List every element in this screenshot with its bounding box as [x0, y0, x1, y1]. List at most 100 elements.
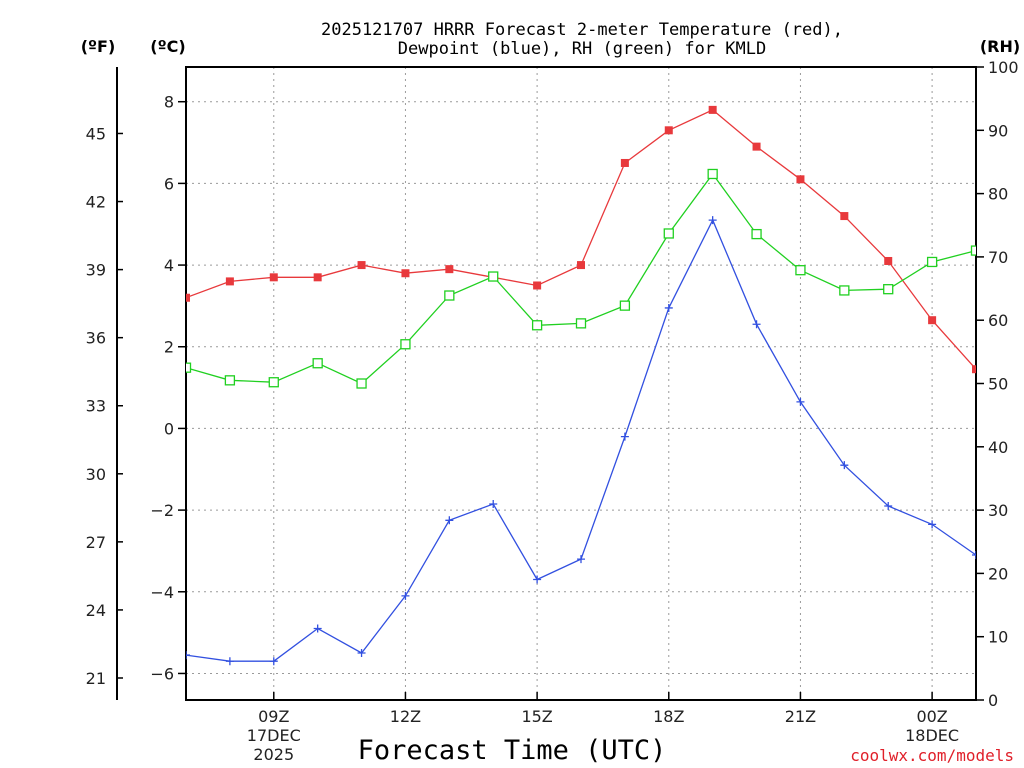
dewpoint-point [269, 657, 278, 666]
rh-tick-label: 40 [988, 438, 1008, 457]
fahrenheit-tick-label: 24 [86, 601, 106, 620]
rh-point [531, 320, 543, 331]
dewpoint-point [928, 520, 937, 529]
temperature-point [840, 212, 849, 221]
rh-tick-label: 80 [988, 185, 1008, 204]
rh-point [575, 318, 587, 329]
plot-frame [185, 66, 977, 701]
fahrenheit-tick-label: 45 [86, 124, 106, 143]
rh-point [839, 285, 850, 296]
celsius-tick-label: −6 [150, 664, 174, 683]
temperature-point [186, 293, 190, 302]
tick-labels: 86420−2−4−645423936333027242110090807060… [86, 58, 1019, 764]
rh-point [268, 377, 279, 388]
rh-line [186, 172, 976, 385]
chart-title-line1: 2025121707 HRRR Forecast 2-meter Tempera… [321, 20, 843, 40]
rh-point [751, 228, 762, 240]
celsius-tick-label: 4 [164, 256, 174, 275]
dewpoint-point [708, 216, 717, 225]
fahrenheit-tick-label: 30 [86, 465, 106, 484]
rh-tick-label: 60 [988, 311, 1008, 330]
rh-tick-label: 50 [988, 375, 1008, 394]
dewpoint-point [840, 461, 849, 470]
dewpoint-point [796, 397, 805, 406]
temperature-point [357, 261, 366, 270]
rh-point [970, 245, 976, 256]
rh-tick-label: 10 [988, 628, 1008, 647]
temperature-point [445, 265, 454, 274]
chart-title-line2: Dewpoint (blue), RH (green) for KMLD [398, 39, 766, 59]
dewpoint-point [313, 624, 322, 633]
x-tick-label: 21Z [785, 707, 816, 726]
dewpoint-point [357, 649, 366, 658]
rh-point [926, 256, 938, 268]
temperature-point [664, 126, 673, 135]
temperature-point [577, 261, 585, 270]
rh-point [619, 300, 631, 311]
data-series [186, 105, 976, 666]
rh-tick-label: 0 [988, 691, 998, 710]
temperature-point [884, 256, 893, 265]
x-tick-label: 15Z [521, 707, 552, 726]
x-tick-label: 09Z [258, 707, 289, 726]
fahrenheit-tick-label: 36 [86, 329, 106, 348]
temperature-line [186, 109, 976, 370]
temperature-point [796, 175, 805, 184]
rh-tick-label: 70 [988, 248, 1008, 267]
temperature-point [928, 316, 937, 325]
dewpoint-point [186, 651, 190, 660]
rh-tick-label: 90 [988, 121, 1008, 140]
temperature-point [708, 105, 717, 114]
x-tick-date-label: 18DEC [905, 726, 959, 745]
dewpoint-line [186, 218, 976, 662]
dewpoint-point [752, 320, 761, 329]
fahrenheit-tick-label: 39 [86, 261, 106, 280]
rh-point [312, 358, 323, 369]
dewpoint-point [664, 303, 673, 312]
rh-point [663, 228, 674, 239]
temperature-point [401, 269, 410, 278]
fahrenheit-tick-label: 27 [86, 533, 106, 552]
celsius-tick-label: 8 [164, 93, 174, 112]
credit-text: coolwx.com/models [850, 746, 1014, 765]
celsius-tick-label: 0 [164, 419, 174, 438]
rh-tick-label: 100 [988, 58, 1019, 77]
temperature-point [225, 277, 234, 286]
x-tick-year-label: 2025 [253, 745, 294, 764]
dewpoint-point [577, 555, 585, 564]
celsius-tick-label: 6 [164, 174, 174, 193]
fahrenheit-unit-label: (ºF) [81, 37, 116, 56]
series-group [186, 105, 976, 666]
x-tick-label: 00Z [916, 707, 947, 726]
rh-point [356, 378, 367, 389]
dewpoint-point [225, 657, 234, 666]
temperature-point [620, 158, 629, 167]
dewpoint-point [401, 591, 410, 600]
x-tick-date-label: 17DEC [247, 726, 301, 745]
rh-unit-label: (RH) [980, 37, 1020, 56]
fahrenheit-tick-label: 33 [86, 397, 106, 416]
x-axis-title: Forecast Time (UTC) [358, 735, 667, 766]
rh-point [224, 375, 236, 386]
temperature-point [752, 142, 761, 151]
rh-tick-label: 30 [988, 501, 1008, 520]
rh-point [186, 362, 192, 373]
rh-point [488, 271, 499, 282]
dewpoint-point [620, 432, 629, 441]
temperature-point [533, 281, 542, 290]
rh-point [400, 339, 411, 350]
grid-lines [186, 67, 976, 700]
rh-point [444, 290, 455, 301]
dewpoint-point [533, 575, 542, 584]
rh-point [883, 284, 894, 295]
axes [116, 66, 984, 701]
rh-point [707, 168, 718, 180]
rh-point [795, 265, 806, 276]
temperature-point [972, 365, 976, 374]
celsius-unit-label: (ºC) [150, 37, 185, 56]
fahrenheit-tick-label: 21 [86, 669, 106, 688]
dewpoint-point [972, 551, 976, 560]
celsius-tick-label: −4 [150, 583, 174, 602]
temperature-point [269, 273, 278, 282]
